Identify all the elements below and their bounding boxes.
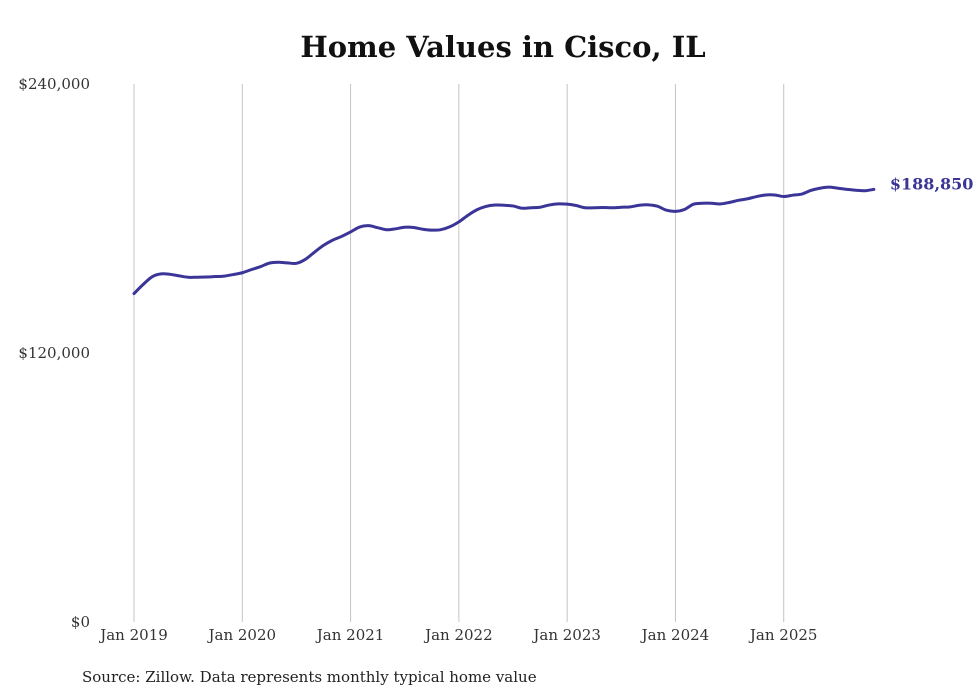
x-tick-label: Jan 2020 — [207, 626, 277, 644]
x-tick-label: Jan 2023 — [531, 626, 601, 644]
chart-title: Home Values in Cisco, IL — [300, 30, 706, 64]
gridlines — [133, 84, 785, 622]
source-note: Source: Zillow. Data represents monthly … — [82, 668, 537, 686]
x-tick-label: Jan 2025 — [748, 626, 818, 644]
x-tick-label: Jan 2019 — [98, 626, 168, 644]
y-tick-label: $0 — [71, 613, 90, 631]
y-tick-label: $120,000 — [18, 344, 90, 362]
y-axis-ticks: $0 $120,000 $240,000 — [18, 75, 90, 631]
x-tick-label: Jan 2024 — [640, 626, 710, 644]
y-tick-label: $240,000 — [18, 75, 90, 93]
series-layer: $188,850 — [132, 174, 974, 296]
x-tick-label: Jan 2022 — [423, 626, 493, 644]
end-value-label: $188,850 — [890, 174, 974, 193]
x-axis-ticks: Jan 2019 Jan 2020 Jan 2021 Jan 2022 Jan 2023… — [98, 626, 817, 644]
series-line — [132, 185, 876, 296]
x-tick-label: Jan 2021 — [315, 626, 385, 644]
